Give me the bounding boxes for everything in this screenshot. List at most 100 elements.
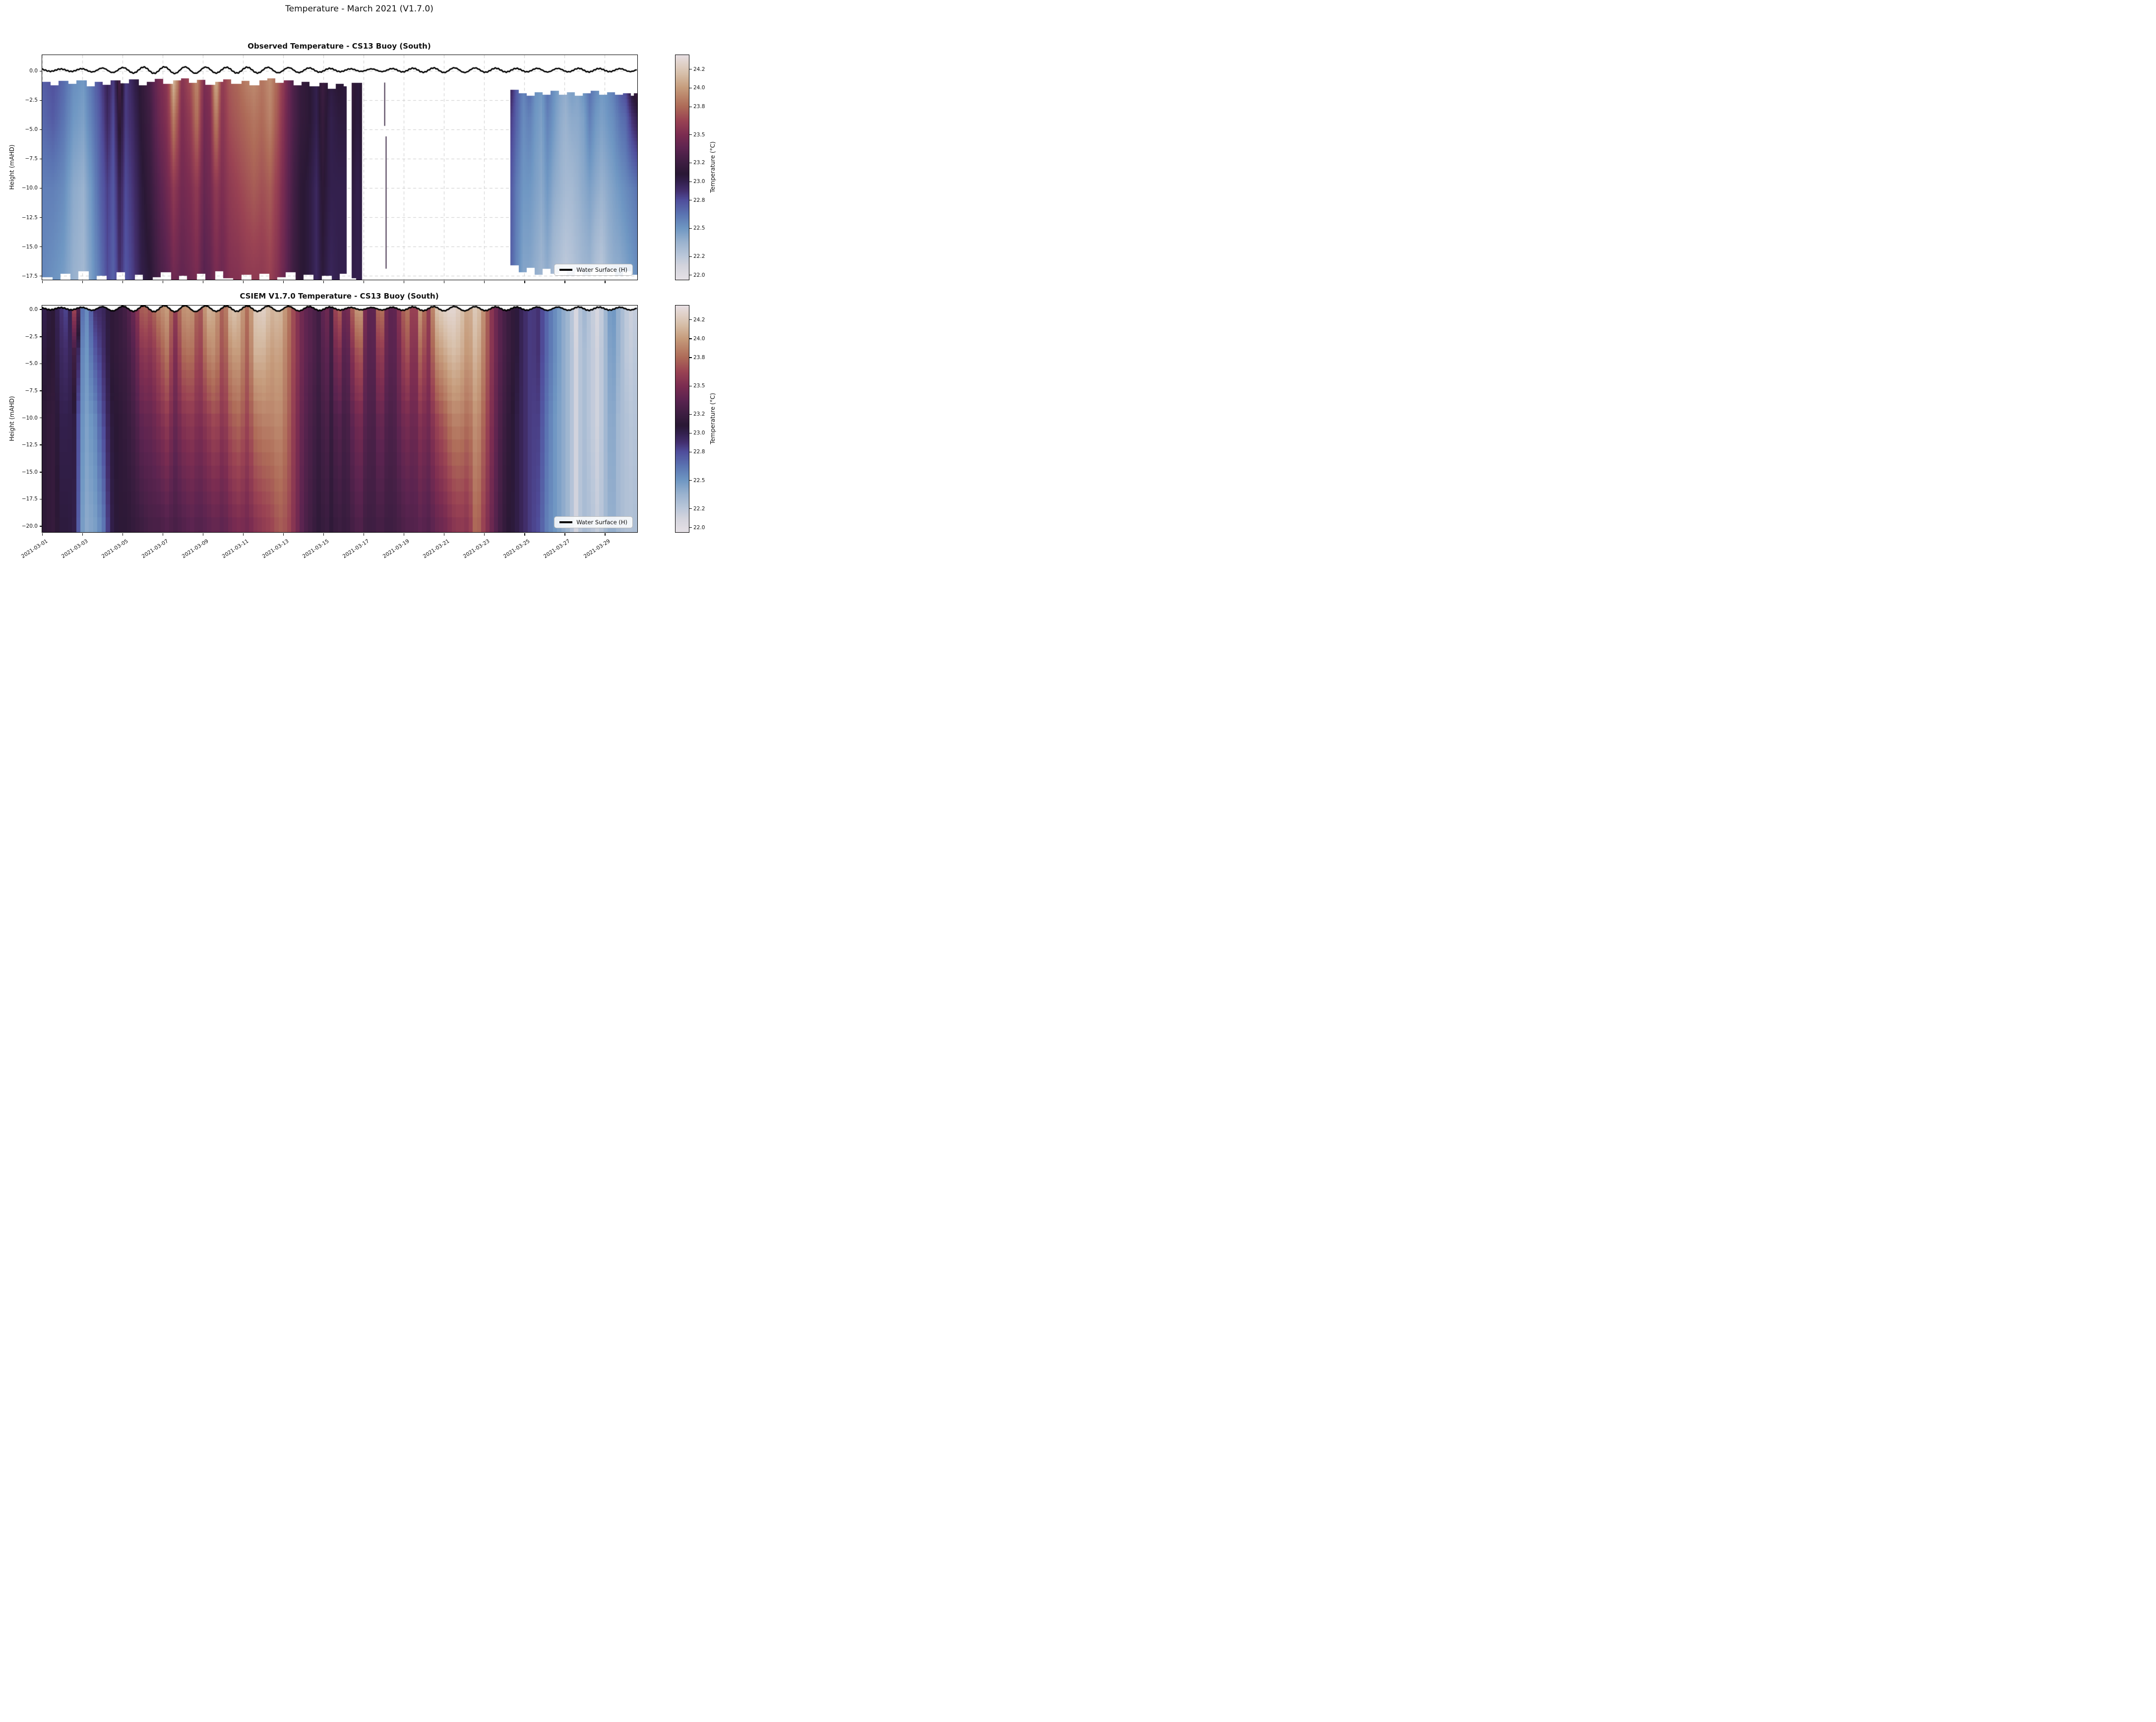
y-tick-label: −15.0 [21,469,38,475]
y-tick-mark [40,472,42,473]
x-tick-mark [42,533,43,536]
x-tick-mark [605,281,606,284]
model-plot-area: Water Surface (H) [42,305,638,533]
colorbar-tick-label: 22.2 [693,505,705,512]
x-tick-mark [524,533,525,536]
water-surface-line-swatch [559,269,573,271]
x-tick-label: 2021-03-05 [100,538,129,560]
model-y-axis-label: Height (mAHD) [8,396,15,441]
figure-title: Temperature - March 2021 (V1.7.0) [285,4,433,14]
x-tick-label: 2021-03-17 [341,538,370,560]
figure: Temperature - March 2021 (V1.7.0) Observ… [0,0,719,574]
colorbar-tick-mark [689,228,692,229]
x-tick-label: 2021-03-25 [502,538,531,560]
colorbar-tick-label: 24.0 [693,85,705,91]
x-tick-mark [443,533,445,536]
y-tick-label: −7.5 [25,156,38,162]
y-tick-mark [40,70,42,72]
y-tick-label: −10.0 [21,415,38,421]
x-tick-mark [162,533,164,536]
colorbar-tick-label: 22.8 [693,449,705,455]
model-colorbar-label: Temperature (°C) [709,393,716,444]
y-tick-mark [40,390,42,391]
colorbar-tick-mark [689,338,692,339]
y-tick-label: −2.5 [25,333,38,340]
y-tick-mark [40,217,42,218]
y-tick-label: −2.5 [25,97,38,104]
colorbar-tick-label: 22.8 [693,197,705,203]
colorbar-tick-label: 23.8 [693,355,705,361]
observed-heatmap-canvas [42,55,637,280]
water-surface-legend-label: Water Surface (H) [576,519,627,526]
y-tick-mark [40,309,42,310]
y-tick-mark [40,498,42,500]
colorbar-tick-label: 24.0 [693,335,705,342]
y-tick-mark [40,100,42,101]
y-tick-label: −7.5 [25,388,38,394]
y-tick-label: 0.0 [29,68,38,74]
x-tick-mark [564,281,565,284]
colorbar-tick-label: 22.5 [693,477,705,484]
colorbar-tick-label: 23.2 [693,160,705,166]
colorbar-tick-label: 22.5 [693,225,705,232]
x-tick-mark [202,281,204,284]
y-tick-mark [40,444,42,445]
model-colorbar [675,305,689,533]
y-tick-mark [40,246,42,247]
y-tick-label: −5.0 [25,126,38,133]
y-tick-label: −10.0 [21,185,38,191]
x-tick-label: 2021-03-01 [20,538,49,560]
colorbar-tick-label: 23.5 [693,383,705,389]
x-tick-mark [363,281,365,284]
y-tick-label: −12.5 [21,442,38,448]
x-tick-label: 2021-03-09 [181,538,210,560]
water-surface-legend-label: Water Surface (H) [576,266,627,273]
observed-colorbar-label: Temperature (°C) [709,141,716,193]
model-legend: Water Surface (H) [554,516,633,528]
x-tick-label: 2021-03-07 [140,538,170,560]
x-tick-label: 2021-03-03 [60,538,89,560]
x-tick-mark [162,281,164,284]
y-tick-label: −17.5 [21,496,38,502]
colorbar-tick-mark [689,508,692,509]
observed-plot-area: Water Surface (H) [42,55,638,280]
colorbar-tick-mark [689,527,692,528]
colorbar-tick-label: 24.2 [693,316,705,323]
colorbar-tick-label: 23.8 [693,104,705,110]
colorbar-tick-label: 22.2 [693,253,705,260]
x-tick-mark [363,533,365,536]
x-tick-label: 2021-03-13 [261,538,290,560]
x-tick-mark [403,533,405,536]
x-tick-mark [443,281,445,284]
x-tick-label: 2021-03-11 [221,538,250,560]
observed-panel-title: Observed Temperature - CS13 Buoy (South) [247,42,431,51]
x-tick-label: 2021-03-23 [462,538,491,560]
colorbar-tick-label: 24.2 [693,66,705,72]
colorbar-tick-label: 23.2 [693,411,705,418]
x-tick-mark [323,533,324,536]
x-tick-mark [283,533,284,536]
y-tick-mark [40,417,42,419]
x-tick-label: 2021-03-19 [381,538,411,560]
y-tick-label: 0.0 [29,307,38,313]
colorbar-tick-mark [689,256,692,257]
x-tick-mark [283,281,284,284]
x-tick-label: 2021-03-21 [422,538,451,560]
y-tick-label: −5.0 [25,361,38,367]
x-tick-label: 2021-03-29 [582,538,612,560]
x-tick-mark [403,281,405,284]
colorbar-tick-label: 22.0 [693,524,705,531]
y-tick-label: −15.0 [21,244,38,250]
y-tick-label: −17.5 [21,273,38,279]
y-tick-mark [40,363,42,365]
x-tick-label: 2021-03-27 [542,538,571,560]
x-tick-mark [564,533,565,536]
model-colorbar-canvas [676,306,689,532]
x-tick-mark [82,281,83,284]
y-tick-label: −20.0 [21,523,38,530]
colorbar-tick-label: 23.0 [693,179,705,185]
x-tick-mark [202,533,204,536]
x-tick-mark [484,533,485,536]
y-tick-mark [40,275,42,277]
colorbar-tick-label: 23.5 [693,131,705,138]
